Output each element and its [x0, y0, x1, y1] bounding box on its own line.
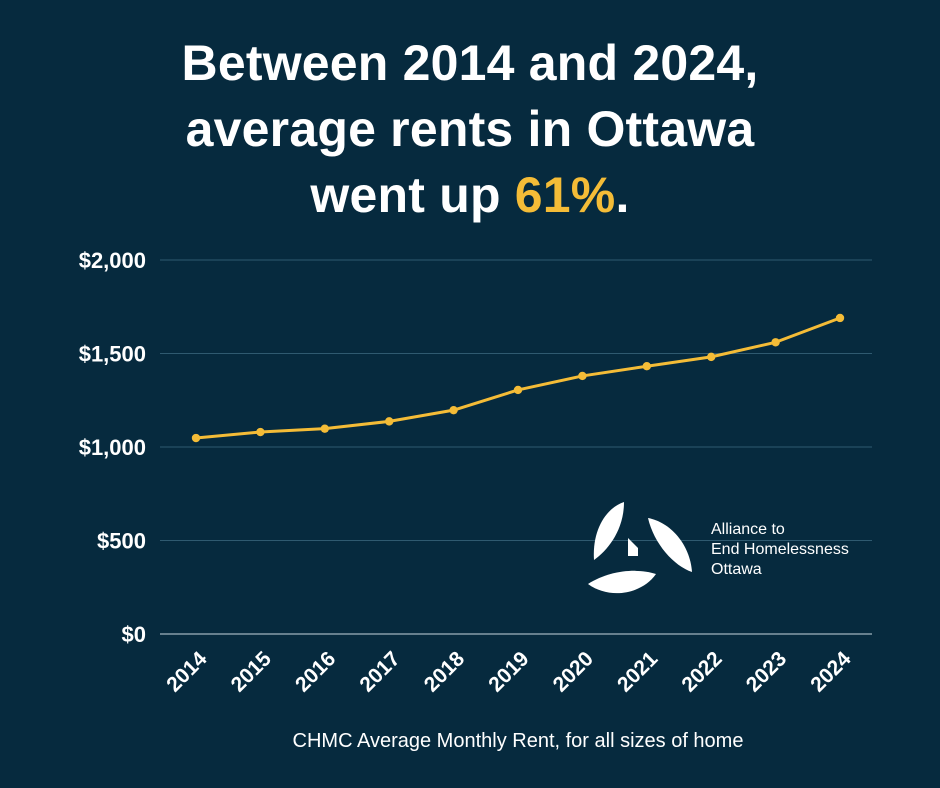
- x-tick-label: 2015: [227, 647, 277, 697]
- series-line: [194, 316, 842, 440]
- y-axis-tick-labels: $0 $500 $1,000 $1,500 $2,000: [79, 248, 146, 647]
- logo-line-3: Ottawa: [711, 561, 762, 578]
- x-tick-label: 2019: [484, 647, 533, 696]
- y-tick-label: $2,000: [79, 248, 146, 273]
- data-point: [642, 362, 651, 371]
- x-tick-label: 2024: [806, 647, 856, 697]
- headline-line-2: average rents in Ottawa: [185, 101, 755, 157]
- alliance-logo-text: Alliance to End Homelessness Ottawa: [711, 520, 849, 580]
- logo-line-1: Alliance to: [711, 521, 785, 538]
- logo-line-2: End Homelessness: [711, 541, 849, 558]
- data-point: [771, 338, 780, 347]
- data-point: [385, 417, 394, 426]
- data-point: [320, 424, 329, 433]
- x-tick-label: 2021: [613, 647, 663, 697]
- data-point: [256, 427, 265, 437]
- data-point: [191, 433, 201, 443]
- data-point: [578, 371, 587, 381]
- headline-line-1: Between 2014 and 2024,: [181, 35, 759, 91]
- x-tick-label: 2018: [420, 647, 470, 697]
- gridlines: [160, 259, 872, 635]
- y-tick-label: $1,500: [79, 342, 146, 367]
- x-tick-label: 2016: [291, 647, 340, 696]
- x-tick-label: 2017: [355, 647, 404, 696]
- alliance-logo-icon: [588, 502, 692, 594]
- headline-highlight-percent: 61%: [514, 167, 616, 223]
- data-point: [513, 385, 523, 395]
- headline-line-3: went up 61%.: [0, 162, 940, 228]
- x-tick-label: 2020: [549, 647, 598, 696]
- data-point: [449, 405, 458, 415]
- x-tick-label: 2014: [162, 647, 212, 697]
- chart-caption: CHMC Average Monthly Rent, for all sizes…: [292, 730, 744, 752]
- y-tick-label: $0: [122, 622, 146, 647]
- headline: Between 2014 and 2024, average rents in …: [0, 30, 940, 228]
- alliance-logo: Alliance to End Homelessness Ottawa: [586, 500, 876, 600]
- y-tick-label: $500: [97, 529, 146, 554]
- headline-line-3-suffix: .: [615, 167, 630, 223]
- x-axis-tick-labels: 2014 2015 2016 2017 2018 2019 2020 2021 2022 2023…: [162, 647, 856, 697]
- x-tick-label: 2022: [677, 647, 726, 696]
- headline-line-3-prefix: went up: [310, 167, 515, 223]
- data-point: [707, 352, 716, 362]
- y-tick-label: $1,000: [79, 435, 146, 460]
- x-tick-label: 2023: [742, 647, 791, 696]
- data-point: [835, 313, 845, 323]
- rent-series: [191, 313, 845, 443]
